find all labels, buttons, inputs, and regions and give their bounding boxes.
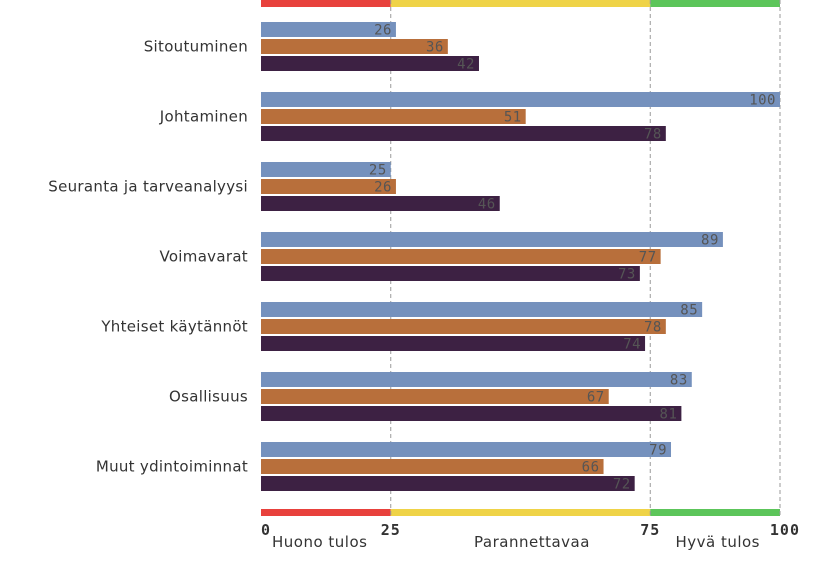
bar-1-0 xyxy=(261,92,780,107)
zone-band-top-2 xyxy=(650,0,780,7)
category-label-2: Seuranta ja tarveanalyysi xyxy=(48,178,248,196)
value-label-3-0: 89 xyxy=(701,233,719,249)
bar-1-1 xyxy=(261,109,526,124)
zone-label-1: Parannettavaa xyxy=(474,533,590,551)
value-label-0-1: 36 xyxy=(426,40,444,56)
value-label-2-1: 26 xyxy=(374,180,392,196)
value-label-2-2: 46 xyxy=(478,197,496,213)
value-label-5-0: 83 xyxy=(670,373,688,389)
category-label-6: Muut ydintoiminnat xyxy=(96,458,248,476)
bar-2-1 xyxy=(261,179,396,194)
category-label-5: Osallisuus xyxy=(169,388,248,406)
zone-label-2: Hyvä tulos xyxy=(675,533,760,551)
bar-0-1 xyxy=(261,39,448,54)
bar-6-0 xyxy=(261,442,672,457)
value-label-1-1: 51 xyxy=(504,110,522,126)
bar-4-2 xyxy=(261,336,646,351)
value-label-6-2: 72 xyxy=(613,477,631,493)
bar-5-0 xyxy=(261,372,692,387)
bar-3-1 xyxy=(261,249,661,264)
value-label-5-1: 67 xyxy=(587,390,605,406)
value-label-1-2: 78 xyxy=(644,127,662,143)
bar-2-0 xyxy=(261,162,391,177)
category-label-4: Yhteiset käytännöt xyxy=(100,318,248,336)
zone-band-bottom-0 xyxy=(261,509,391,516)
x-tick-label-0: 0 xyxy=(261,521,271,539)
bar-0-0 xyxy=(261,22,396,37)
value-label-4-1: 78 xyxy=(644,320,662,336)
value-label-3-1: 77 xyxy=(639,250,657,266)
bar-1-2 xyxy=(261,126,666,141)
value-label-6-1: 66 xyxy=(582,460,600,476)
bar-2-2 xyxy=(261,196,500,211)
zone-label-0: Huono tulos xyxy=(272,533,367,551)
bar-5-2 xyxy=(261,406,682,421)
x-tick-label-2: 75 xyxy=(640,521,660,539)
value-label-4-2: 74 xyxy=(623,337,641,353)
bar-0-2 xyxy=(261,56,479,71)
value-label-6-0: 79 xyxy=(649,443,667,459)
category-label-1: Johtaminen xyxy=(159,108,248,126)
bar-6-2 xyxy=(261,476,635,491)
bar-6-1 xyxy=(261,459,604,474)
zone-band-top-0 xyxy=(261,0,391,7)
category-label-0: Sitoutuminen xyxy=(144,38,248,56)
bar-3-0 xyxy=(261,232,723,247)
bar-4-0 xyxy=(261,302,703,317)
value-label-0-0: 26 xyxy=(374,23,392,39)
bar-3-2 xyxy=(261,266,640,281)
category-label-3: Voimavarat xyxy=(159,248,248,266)
x-tick-label-1: 25 xyxy=(381,521,401,539)
value-label-3-2: 73 xyxy=(618,267,636,283)
bar-5-1 xyxy=(261,389,609,404)
zone-band-bottom-2 xyxy=(650,509,780,516)
value-label-0-2: 42 xyxy=(457,57,475,73)
value-label-2-0: 25 xyxy=(369,163,387,179)
zone-band-bottom-1 xyxy=(390,509,651,516)
value-label-4-0: 85 xyxy=(680,303,698,319)
zone-band-top-1 xyxy=(390,0,651,7)
value-label-1-0: 100 xyxy=(749,93,776,109)
x-tick-label-3: 100 xyxy=(770,521,800,539)
bar-4-1 xyxy=(261,319,666,334)
value-label-5-2: 81 xyxy=(660,407,678,423)
